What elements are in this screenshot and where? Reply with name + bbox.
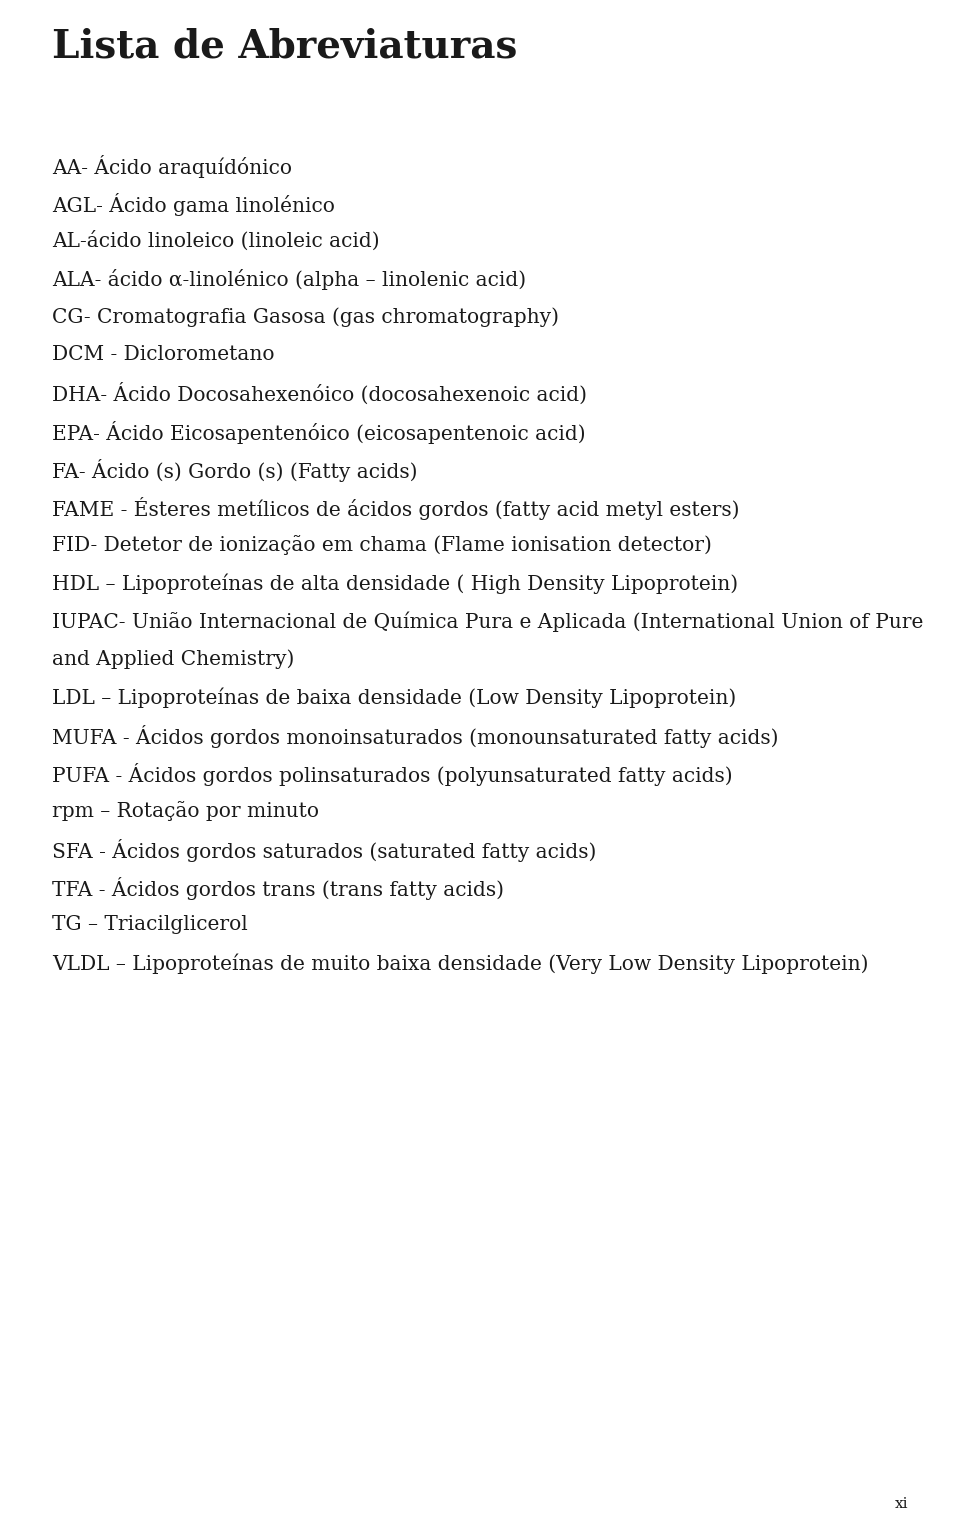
Text: AGL- Ácido gama linolénico: AGL- Ácido gama linolénico	[52, 192, 335, 215]
Text: FAME - Ésteres metílicos de ácidos gordos (fatty acid metyl esters): FAME - Ésteres metílicos de ácidos gordo…	[52, 497, 739, 520]
Text: TG – Triacilglicerol: TG – Triacilglicerol	[52, 916, 248, 934]
Text: TFA - Ácidos gordos trans (trans fatty acids): TFA - Ácidos gordos trans (trans fatty a…	[52, 877, 504, 900]
Text: VLDL – Lipoproteínas de muito baixa densidade (Very Low Density Lipoprotein): VLDL – Lipoproteínas de muito baixa dens…	[52, 953, 869, 974]
Text: FID- Detetor de ionização em chama (Flame ionisation detector): FID- Detetor de ionização em chama (Flam…	[52, 536, 712, 556]
Text: ALA- ácido α-linolénico (alpha – linolenic acid): ALA- ácido α-linolénico (alpha – linolen…	[52, 269, 526, 289]
Text: MUFA - Ácidos gordos monoinsaturados (monounsaturated fatty acids): MUFA - Ácidos gordos monoinsaturados (mo…	[52, 725, 779, 748]
Text: AL-ácido linoleico (linoleic acid): AL-ácido linoleico (linoleic acid)	[52, 231, 379, 251]
Text: rpm – Rotação por minuto: rpm – Rotação por minuto	[52, 800, 319, 820]
Text: and Applied Chemistry): and Applied Chemistry)	[52, 649, 295, 668]
Text: DHA- Ácido Docosahexenóico (docosahexenoic acid): DHA- Ácido Docosahexenóico (docosahexeno…	[52, 383, 587, 405]
Text: HDL – Lipoproteínas de alta densidade ( High Density Lipoprotein): HDL – Lipoproteínas de alta densidade ( …	[52, 573, 738, 594]
Text: PUFA - Ácidos gordos polinsaturados (polyunsaturated fatty acids): PUFA - Ácidos gordos polinsaturados (pol…	[52, 763, 732, 786]
Text: CG- Cromatografia Gasosa (gas chromatography): CG- Cromatografia Gasosa (gas chromatogr…	[52, 306, 559, 326]
Text: Lista de Abreviaturas: Lista de Abreviaturas	[52, 28, 517, 66]
Text: FA- Ácido (s) Gordo (s) (Fatty acids): FA- Ácido (s) Gordo (s) (Fatty acids)	[52, 459, 418, 482]
Text: xi: xi	[895, 1497, 908, 1511]
Text: DCM - Diclorometano: DCM - Diclorometano	[52, 345, 275, 365]
Text: AA- Ácido araquídónico: AA- Ácido araquídónico	[52, 155, 292, 179]
Text: IUPAC- União Internacional de Química Pura e Aplicada (International Union of Pu: IUPAC- União Internacional de Química Pu…	[52, 611, 924, 631]
Text: LDL – Lipoproteínas de baixa densidade (Low Density Lipoprotein): LDL – Lipoproteínas de baixa densidade (…	[52, 686, 736, 708]
Text: EPA- Ácido Eicosapentenóico (eicosapentenoic acid): EPA- Ácido Eicosapentenóico (eicosapente…	[52, 422, 586, 443]
Text: SFA - Ácidos gordos saturados (saturated fatty acids): SFA - Ácidos gordos saturados (saturated…	[52, 839, 596, 862]
